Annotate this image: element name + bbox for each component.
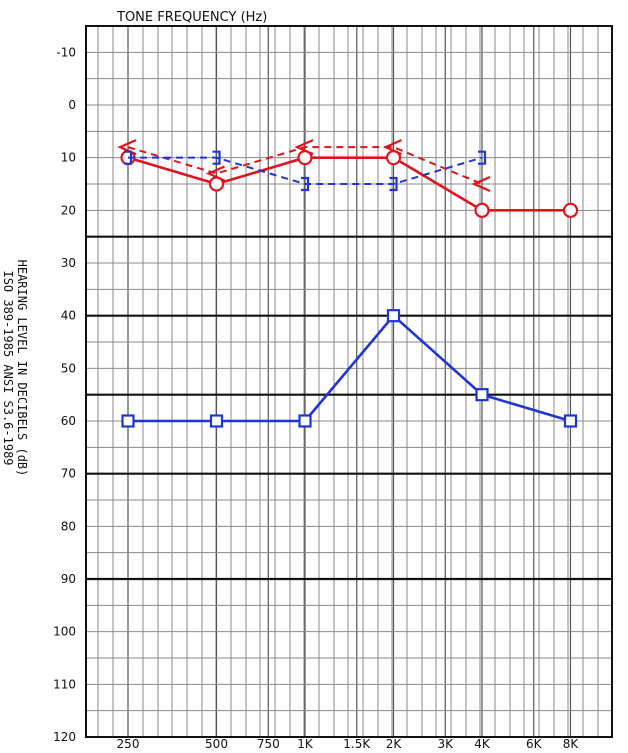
series-line-red-air [127, 156, 571, 212]
series-line-blue-air [128, 314, 571, 423]
x-tick-label: 1.5K [343, 737, 371, 751]
data-point-bracket [205, 165, 225, 182]
data-point-bracket [478, 150, 487, 165]
data-point-bracket [382, 139, 402, 156]
series-line-blue-bone [128, 156, 483, 185]
y-tick-label: 70 [61, 467, 76, 481]
data-point-circle [562, 202, 579, 218]
y-tick-label: -10 [56, 45, 76, 59]
y-tick-label: 10 [61, 151, 76, 165]
x-tick-label: 750 [257, 737, 280, 751]
data-point-square [121, 414, 135, 428]
series-line-red-bone [127, 146, 483, 185]
y-axis-label-line2: ISO 389-1985 ANSI S3.6-1989 [1, 270, 15, 465]
series-layer [117, 139, 579, 428]
data-point-bracket [301, 176, 310, 192]
y-tick-label: 100 [53, 625, 76, 639]
y-tick-label: 20 [61, 203, 76, 217]
y-tick-label: 90 [61, 572, 76, 586]
x-tick-label: 500 [205, 737, 228, 751]
y-tick-label: 50 [61, 361, 76, 375]
plot-frame [85, 25, 613, 738]
x-tick-label: 250 [117, 737, 140, 751]
data-point-square [563, 414, 578, 428]
data-point-bracket [212, 150, 221, 165]
data-point-bracket [471, 175, 491, 193]
data-point-bracket [124, 150, 133, 165]
x-tick-label: 6K [526, 737, 543, 751]
y-axis-label-line1: HEARING LEVEL IN DECIBELS (dB) [15, 260, 29, 477]
data-point-square [386, 309, 401, 323]
x-tick-label: 2K [386, 737, 403, 751]
x-tick-label: 8K [563, 737, 580, 751]
x-tick-label: 4K [474, 737, 491, 751]
y-tick-label: 80 [61, 519, 76, 533]
y-tick-label: 110 [53, 677, 76, 691]
data-point-circle [474, 202, 490, 218]
y-tick-label: 30 [61, 256, 76, 270]
y-tick-label: 0 [68, 98, 76, 112]
x-tick-label: 1K [297, 737, 314, 751]
chart-title: TONE FREQUENCY (Hz) [116, 10, 267, 25]
data-point-square [209, 414, 224, 428]
x-tick-label: 3K [438, 737, 455, 751]
data-point-square [298, 414, 312, 428]
data-point-bracket [294, 139, 314, 156]
grid-layer [86, 26, 612, 737]
data-point-bracket [389, 176, 398, 192]
axis-layer: -10 0 10 20 30 40 50 60 70 80 90 100 110 120 250 500 750… [53, 25, 613, 751]
data-point-square [475, 388, 489, 402]
y-tick-label: 120 [53, 730, 76, 744]
y-tick-label: 40 [61, 309, 76, 323]
y-tick-label: 60 [61, 414, 76, 428]
